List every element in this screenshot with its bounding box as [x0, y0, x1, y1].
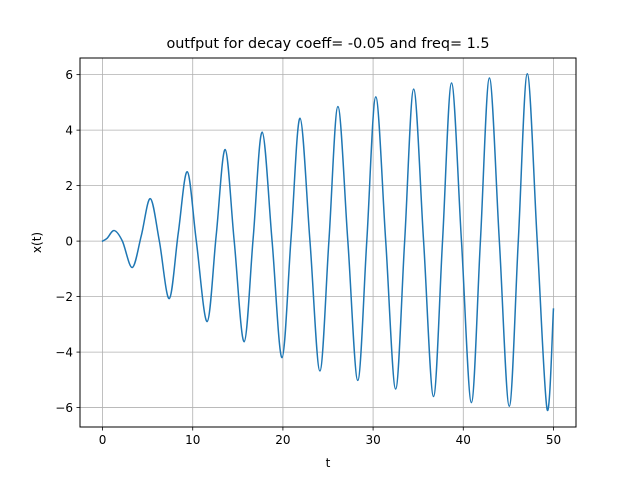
x-tick-label: 30: [365, 433, 380, 447]
y-tick-label: 2: [65, 179, 73, 193]
y-axis-label: x(t): [30, 232, 44, 253]
y-tick-label: 4: [65, 124, 73, 138]
x-tick-label: 20: [275, 433, 290, 447]
grid-lines: [80, 58, 576, 427]
series-layer: [101, 73, 555, 411]
chart-title: outfput for decay coeff= -0.05 and freq=…: [166, 36, 489, 52]
y-tick-label: −4: [55, 346, 73, 360]
x-tick-label: 0: [99, 433, 107, 447]
y-tick-label: −6: [55, 401, 73, 415]
y-axis: −6 −4 −2 0 2 4 6: [55, 68, 80, 415]
x-tick-label: 40: [456, 433, 471, 447]
axes-frame: [79, 57, 577, 428]
y-tick-label: 6: [65, 68, 73, 82]
y-tick-label: 0: [65, 235, 73, 249]
series-line: [101, 73, 555, 411]
x-axis-label: t: [326, 456, 331, 470]
y-tick-label: −2: [55, 290, 73, 304]
x-tick-label: 10: [185, 433, 200, 447]
x-axis: 0 10 20 30 40 50: [99, 427, 561, 447]
x-tick-label: 50: [546, 433, 561, 447]
